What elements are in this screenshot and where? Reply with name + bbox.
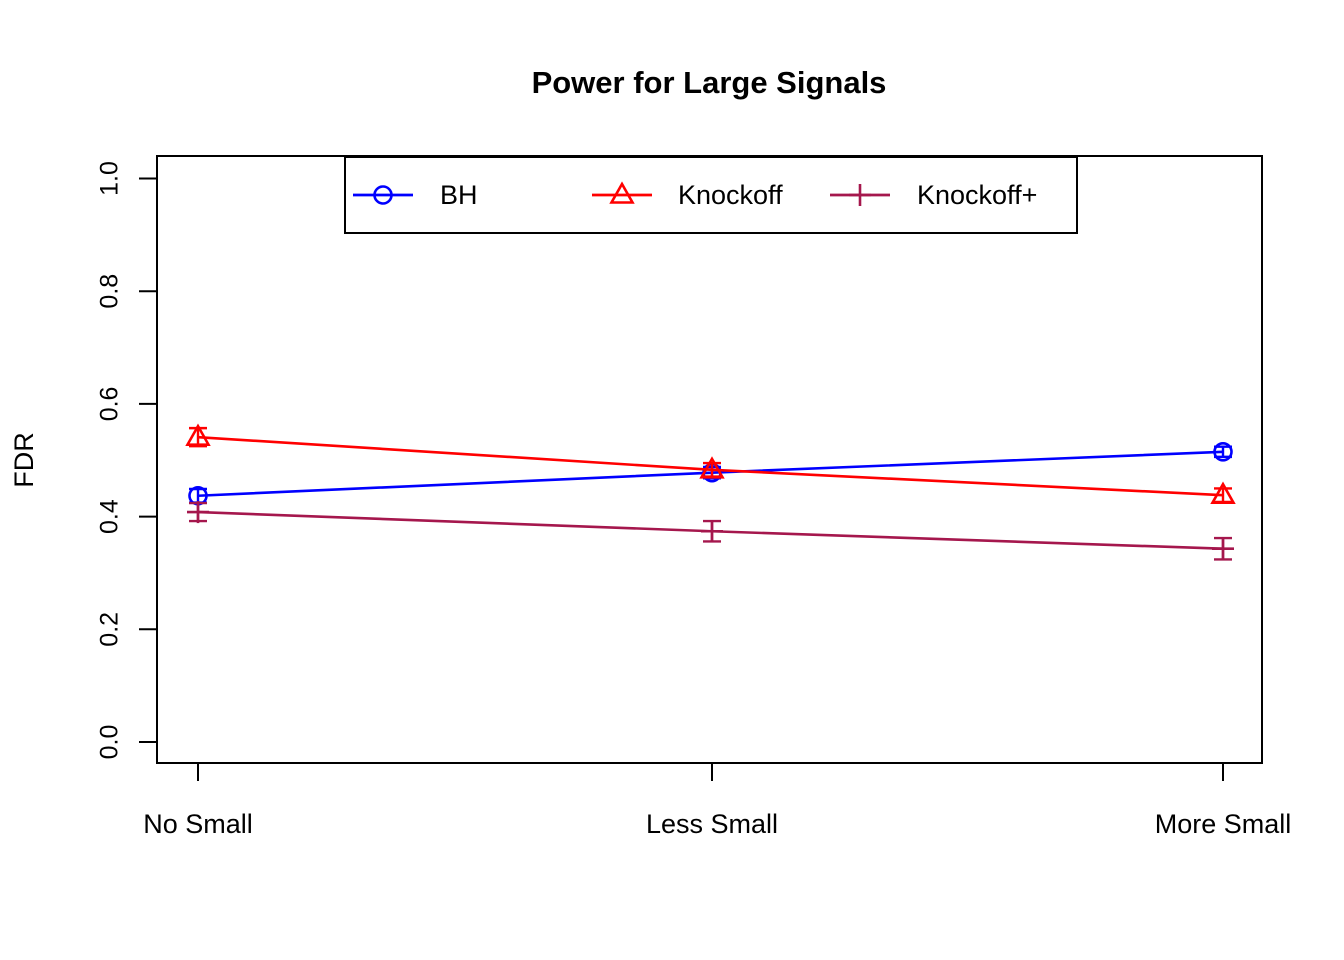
- series-line: [197, 450, 1224, 498]
- plot-box: [156, 155, 1263, 764]
- legend-label: Knockoff+: [917, 180, 1037, 210]
- legend-label: BH: [440, 180, 478, 210]
- y-tick-label: 1.0: [96, 161, 124, 196]
- y-tick-label: 0.6: [96, 387, 124, 422]
- y-tick-label: 0.4: [96, 499, 124, 534]
- data-point-marker: [699, 456, 725, 479]
- chart-title: Power for Large Signals: [532, 65, 887, 100]
- series-layer: [185, 423, 1236, 561]
- x-axis-ticks: No Small Less Small More Small: [143, 763, 1291, 839]
- x-tick-label: More Small: [1155, 809, 1292, 839]
- y-tick-label: 0.2: [96, 612, 124, 647]
- data-point-marker: [373, 185, 393, 205]
- series-knockoff: [185, 423, 1236, 504]
- x-tick-label: No Small: [143, 809, 253, 839]
- legend-label: Knockoff: [678, 180, 783, 210]
- legend-entry-bh: BH: [353, 180, 478, 210]
- series-bh: [188, 441, 1233, 506]
- legend-entry-knockoff: Knockoff: [592, 180, 783, 210]
- data-point-marker: [1210, 481, 1236, 504]
- x-tick-label: Less Small: [646, 809, 778, 839]
- y-axis-ticks: 0.0 0.2 0.4 0.6 0.8 1.0: [96, 161, 157, 759]
- y-axis-label: FDR: [9, 432, 39, 488]
- data-point-marker: [1213, 441, 1233, 462]
- legend: BH Knockoff Knockoff+: [344, 156, 1078, 234]
- y-tick-label: 0.0: [96, 725, 124, 760]
- y-tick-label: 0.8: [96, 274, 124, 309]
- legend-entry-knockoff-plus: Knockoff+: [830, 180, 1037, 210]
- legend-box: [344, 156, 1078, 234]
- series-knockoff-plus: [187, 501, 1234, 561]
- data-point-marker: [609, 181, 635, 204]
- data-point-marker: [185, 423, 211, 446]
